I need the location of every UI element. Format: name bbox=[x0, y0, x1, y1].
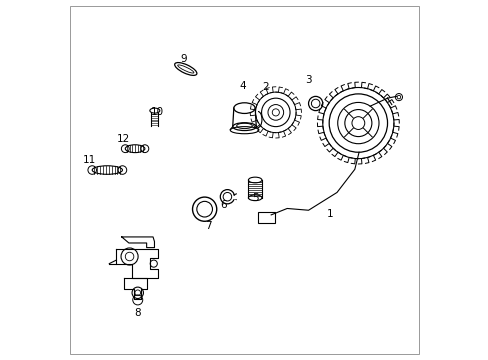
Text: 4: 4 bbox=[239, 81, 245, 91]
Text: 12: 12 bbox=[117, 134, 130, 144]
Text: 6: 6 bbox=[220, 200, 226, 210]
Text: 2: 2 bbox=[262, 82, 268, 93]
Text: 9: 9 bbox=[181, 54, 187, 64]
FancyBboxPatch shape bbox=[258, 212, 275, 223]
Text: 3: 3 bbox=[305, 75, 311, 85]
Polygon shape bbox=[122, 237, 154, 248]
Polygon shape bbox=[116, 249, 158, 278]
Text: 11: 11 bbox=[83, 156, 96, 166]
Polygon shape bbox=[123, 278, 146, 299]
Text: 7: 7 bbox=[205, 221, 212, 231]
Text: 10: 10 bbox=[150, 107, 163, 117]
Text: 1: 1 bbox=[326, 209, 332, 219]
Text: 8: 8 bbox=[134, 309, 141, 319]
Text: 5: 5 bbox=[251, 193, 258, 203]
